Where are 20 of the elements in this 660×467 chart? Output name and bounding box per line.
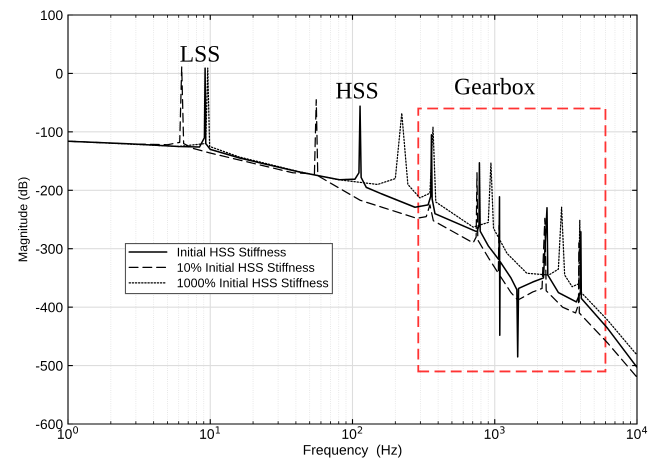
y-tick-label: 0 [56, 68, 63, 79]
y-axis-title: Magnitude (dB) [18, 178, 30, 262]
annotation: HSS [336, 82, 378, 99]
y-tick-label: -600 [36, 419, 63, 430]
x-tick-label: 10$^{2}$ [342, 426, 362, 439]
annotation: Gearbox [455, 78, 536, 95]
x-tick-label: 10$^{4}$ [626, 426, 648, 439]
legend-label: 1000% Initial HSS Stiffness [178, 278, 328, 288]
x-axis-title: Frequency (Hz) [304, 444, 402, 458]
y-tick-label: -500 [36, 360, 63, 371]
x-tick-label: 10$^{3}$ [484, 426, 505, 439]
x-tick-label: 10$^{1}$ [200, 426, 220, 439]
y-tick-label: -100 [36, 127, 63, 138]
y-tick-label: -300 [36, 244, 63, 254]
legend-label: Initial HSS Stiffness [178, 247, 286, 257]
y-tick-label: -400 [36, 302, 63, 312]
legend-label: 10% Initial HSS Stiffness [178, 262, 314, 272]
annotation: LSS [180, 46, 219, 62]
y-tick-label: -200 [36, 186, 63, 196]
y-tick-label: 100 [41, 10, 63, 20]
